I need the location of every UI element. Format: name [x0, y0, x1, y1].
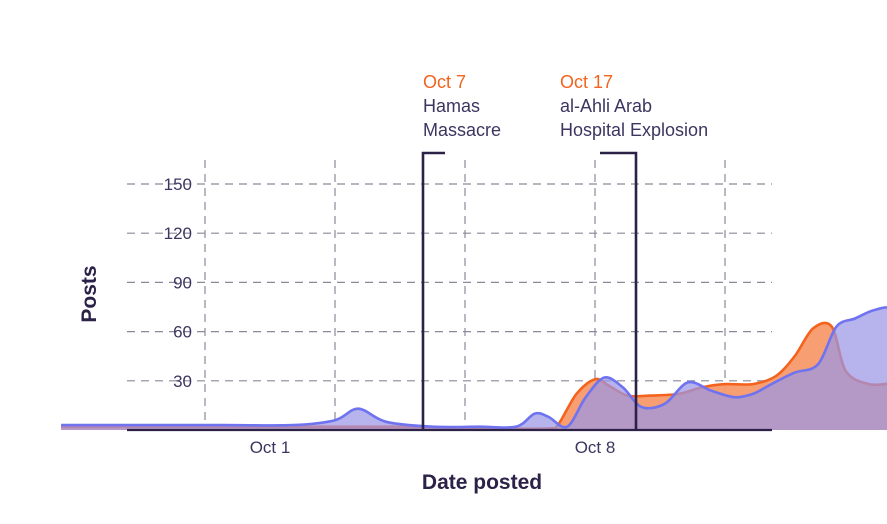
annotation-label-line1: Hamas	[423, 96, 480, 116]
y-tick-label: 120	[164, 224, 192, 243]
annotation-date: Oct 7	[423, 72, 466, 92]
grid-lines	[127, 160, 772, 430]
annotation-bracket	[421, 151, 445, 430]
annotation-date: Oct 17	[560, 72, 613, 92]
annotations: Oct 7 Hamas Massacre Oct 17 al-Ahli Arab Hosp…	[421, 72, 708, 430]
series-2-line	[61, 306, 887, 429]
annotation-bracket	[600, 151, 638, 430]
y-axis-title: Posts	[78, 265, 101, 322]
y-tick-label: 30	[173, 372, 192, 391]
y-tick-label: 60	[173, 323, 192, 342]
series-2-area	[61, 307, 887, 430]
x-tick-label: Oct 8	[575, 438, 616, 457]
x-tick-label: Oct 1	[250, 438, 291, 457]
area-series	[61, 306, 887, 430]
y-tick-label: 90	[173, 273, 192, 292]
annotation-label-line1: al-Ahli Arab	[560, 96, 652, 116]
y-tick-label: 150	[164, 175, 192, 194]
y-tick-labels: 30 60 90 120 150	[164, 175, 192, 391]
x-axis-title: Date posted	[422, 471, 542, 494]
annotation-label-line2: Hospital Explosion	[560, 120, 708, 140]
annotation-label-line2: Massacre	[423, 120, 501, 140]
